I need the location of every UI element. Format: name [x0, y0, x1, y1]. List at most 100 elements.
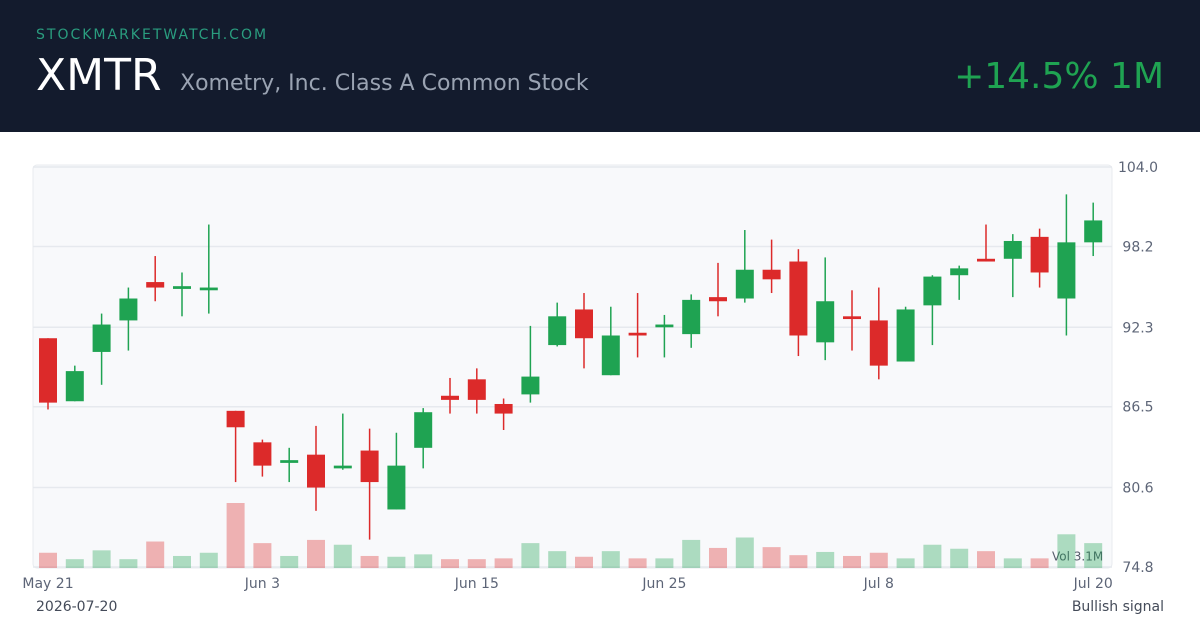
- candle-body: [628, 332, 647, 336]
- signal: Bullish signal: [1072, 599, 1164, 615]
- volume-bar: [65, 559, 84, 568]
- candle-body: [119, 298, 138, 321]
- candle-body: [682, 299, 701, 335]
- volume-bar: [414, 554, 433, 568]
- candle-body: [521, 376, 540, 395]
- candle-body: [575, 309, 593, 339]
- candle-body: [1057, 242, 1076, 299]
- candle-body: [414, 412, 433, 448]
- candle-body: [601, 335, 620, 376]
- x-tick-label: Jun 25: [641, 576, 686, 592]
- x-tick-label: Jun 15: [454, 576, 499, 592]
- volume-bar: [39, 552, 57, 568]
- x-tick-label: Jul 20: [1073, 576, 1113, 592]
- candle-body: [816, 301, 835, 343]
- volume-bar: [548, 551, 567, 568]
- volume-bar: [1057, 534, 1076, 568]
- plot-layer: [33, 166, 1112, 568]
- y-tick-label: 92.3: [1122, 320, 1153, 336]
- candle-body: [333, 465, 352, 469]
- volume-bar: [119, 559, 138, 568]
- candle-body: [977, 258, 995, 262]
- x-tick-label: May 21: [22, 576, 73, 592]
- candle-body: [307, 454, 325, 488]
- y-tick-label: 98.2: [1122, 239, 1153, 255]
- volume-bar: [360, 555, 379, 568]
- candle-body: [762, 269, 781, 280]
- volume-bar: [199, 552, 218, 568]
- volume-bar: [816, 551, 835, 568]
- candle-body: [950, 268, 969, 276]
- candle-body: [655, 324, 674, 328]
- volume-bar: [682, 539, 701, 568]
- candle-body: [146, 282, 165, 288]
- candle-body: [735, 269, 754, 299]
- candle-body: [494, 403, 513, 414]
- volume-bar: [280, 555, 299, 568]
- volume-bar: [869, 552, 888, 568]
- volume-bar: [441, 559, 459, 568]
- candle-body: [253, 442, 272, 466]
- y-tick-label: 74.8: [1122, 560, 1153, 576]
- y-tick-label: 86.5: [1122, 400, 1153, 416]
- candle-body: [441, 395, 459, 400]
- volume-bar: [1003, 558, 1022, 568]
- volume-bar: [253, 543, 272, 568]
- header-bar: [0, 0, 1200, 132]
- volume-bar: [655, 558, 674, 568]
- volume-bar: [1030, 558, 1049, 568]
- candle-body: [869, 320, 888, 366]
- volume-bar: [173, 555, 191, 568]
- candle-body: [789, 261, 808, 336]
- candle-body: [280, 460, 299, 463]
- volume-label: Vol 3.1M: [1052, 550, 1103, 564]
- volume-bar: [333, 544, 352, 568]
- ticker: XMTR: [36, 50, 162, 101]
- y-tick-label: 80.6: [1122, 481, 1153, 497]
- volume-bar: [923, 544, 942, 568]
- volume-bar: [307, 539, 325, 568]
- candle-body: [173, 286, 191, 289]
- volume-bar: [628, 558, 647, 568]
- plot-area: [32, 164, 1113, 569]
- candle-body: [360, 450, 379, 483]
- candle-body: [548, 316, 567, 346]
- volume-bar: [226, 503, 245, 568]
- candle-body: [923, 276, 942, 306]
- candle-body: [709, 297, 727, 302]
- candle-body: [39, 338, 57, 403]
- site-name: STOCKMARKETWATCH.COM: [36, 27, 268, 43]
- date: 2026-07-20: [36, 599, 117, 615]
- volume-bar: [146, 541, 165, 568]
- volume-bar: [709, 547, 727, 568]
- candle-body: [65, 371, 84, 402]
- volume-bar: [977, 551, 995, 568]
- volume-bar: [601, 551, 620, 568]
- company-name: Xometry, Inc. Class A Common Stock: [180, 71, 589, 96]
- candle-body: [92, 324, 111, 352]
- candle-body: [1084, 220, 1103, 243]
- volume-bar: [789, 555, 808, 568]
- volume-bar: [735, 537, 754, 568]
- volume-bar: [950, 548, 969, 568]
- volume-bar: [494, 558, 513, 568]
- volume-bar: [843, 555, 861, 568]
- volume-bar: [575, 556, 593, 568]
- volume-bar: [1084, 543, 1103, 568]
- candle-body: [199, 287, 218, 291]
- candle-body: [226, 410, 245, 428]
- volume-bar: [387, 556, 406, 568]
- candle-body: [896, 309, 915, 362]
- volume-bar: [896, 558, 915, 568]
- change: +14.5% 1M: [954, 56, 1164, 97]
- x-tick-label: Jul 8: [863, 576, 894, 592]
- candle-body: [843, 316, 861, 320]
- y-tick-label: 104.0: [1118, 160, 1158, 176]
- candle-body: [387, 465, 406, 510]
- candle-body: [1003, 240, 1022, 259]
- candle-body: [1030, 236, 1049, 273]
- volume-bar: [92, 550, 111, 568]
- candle-body: [467, 379, 486, 400]
